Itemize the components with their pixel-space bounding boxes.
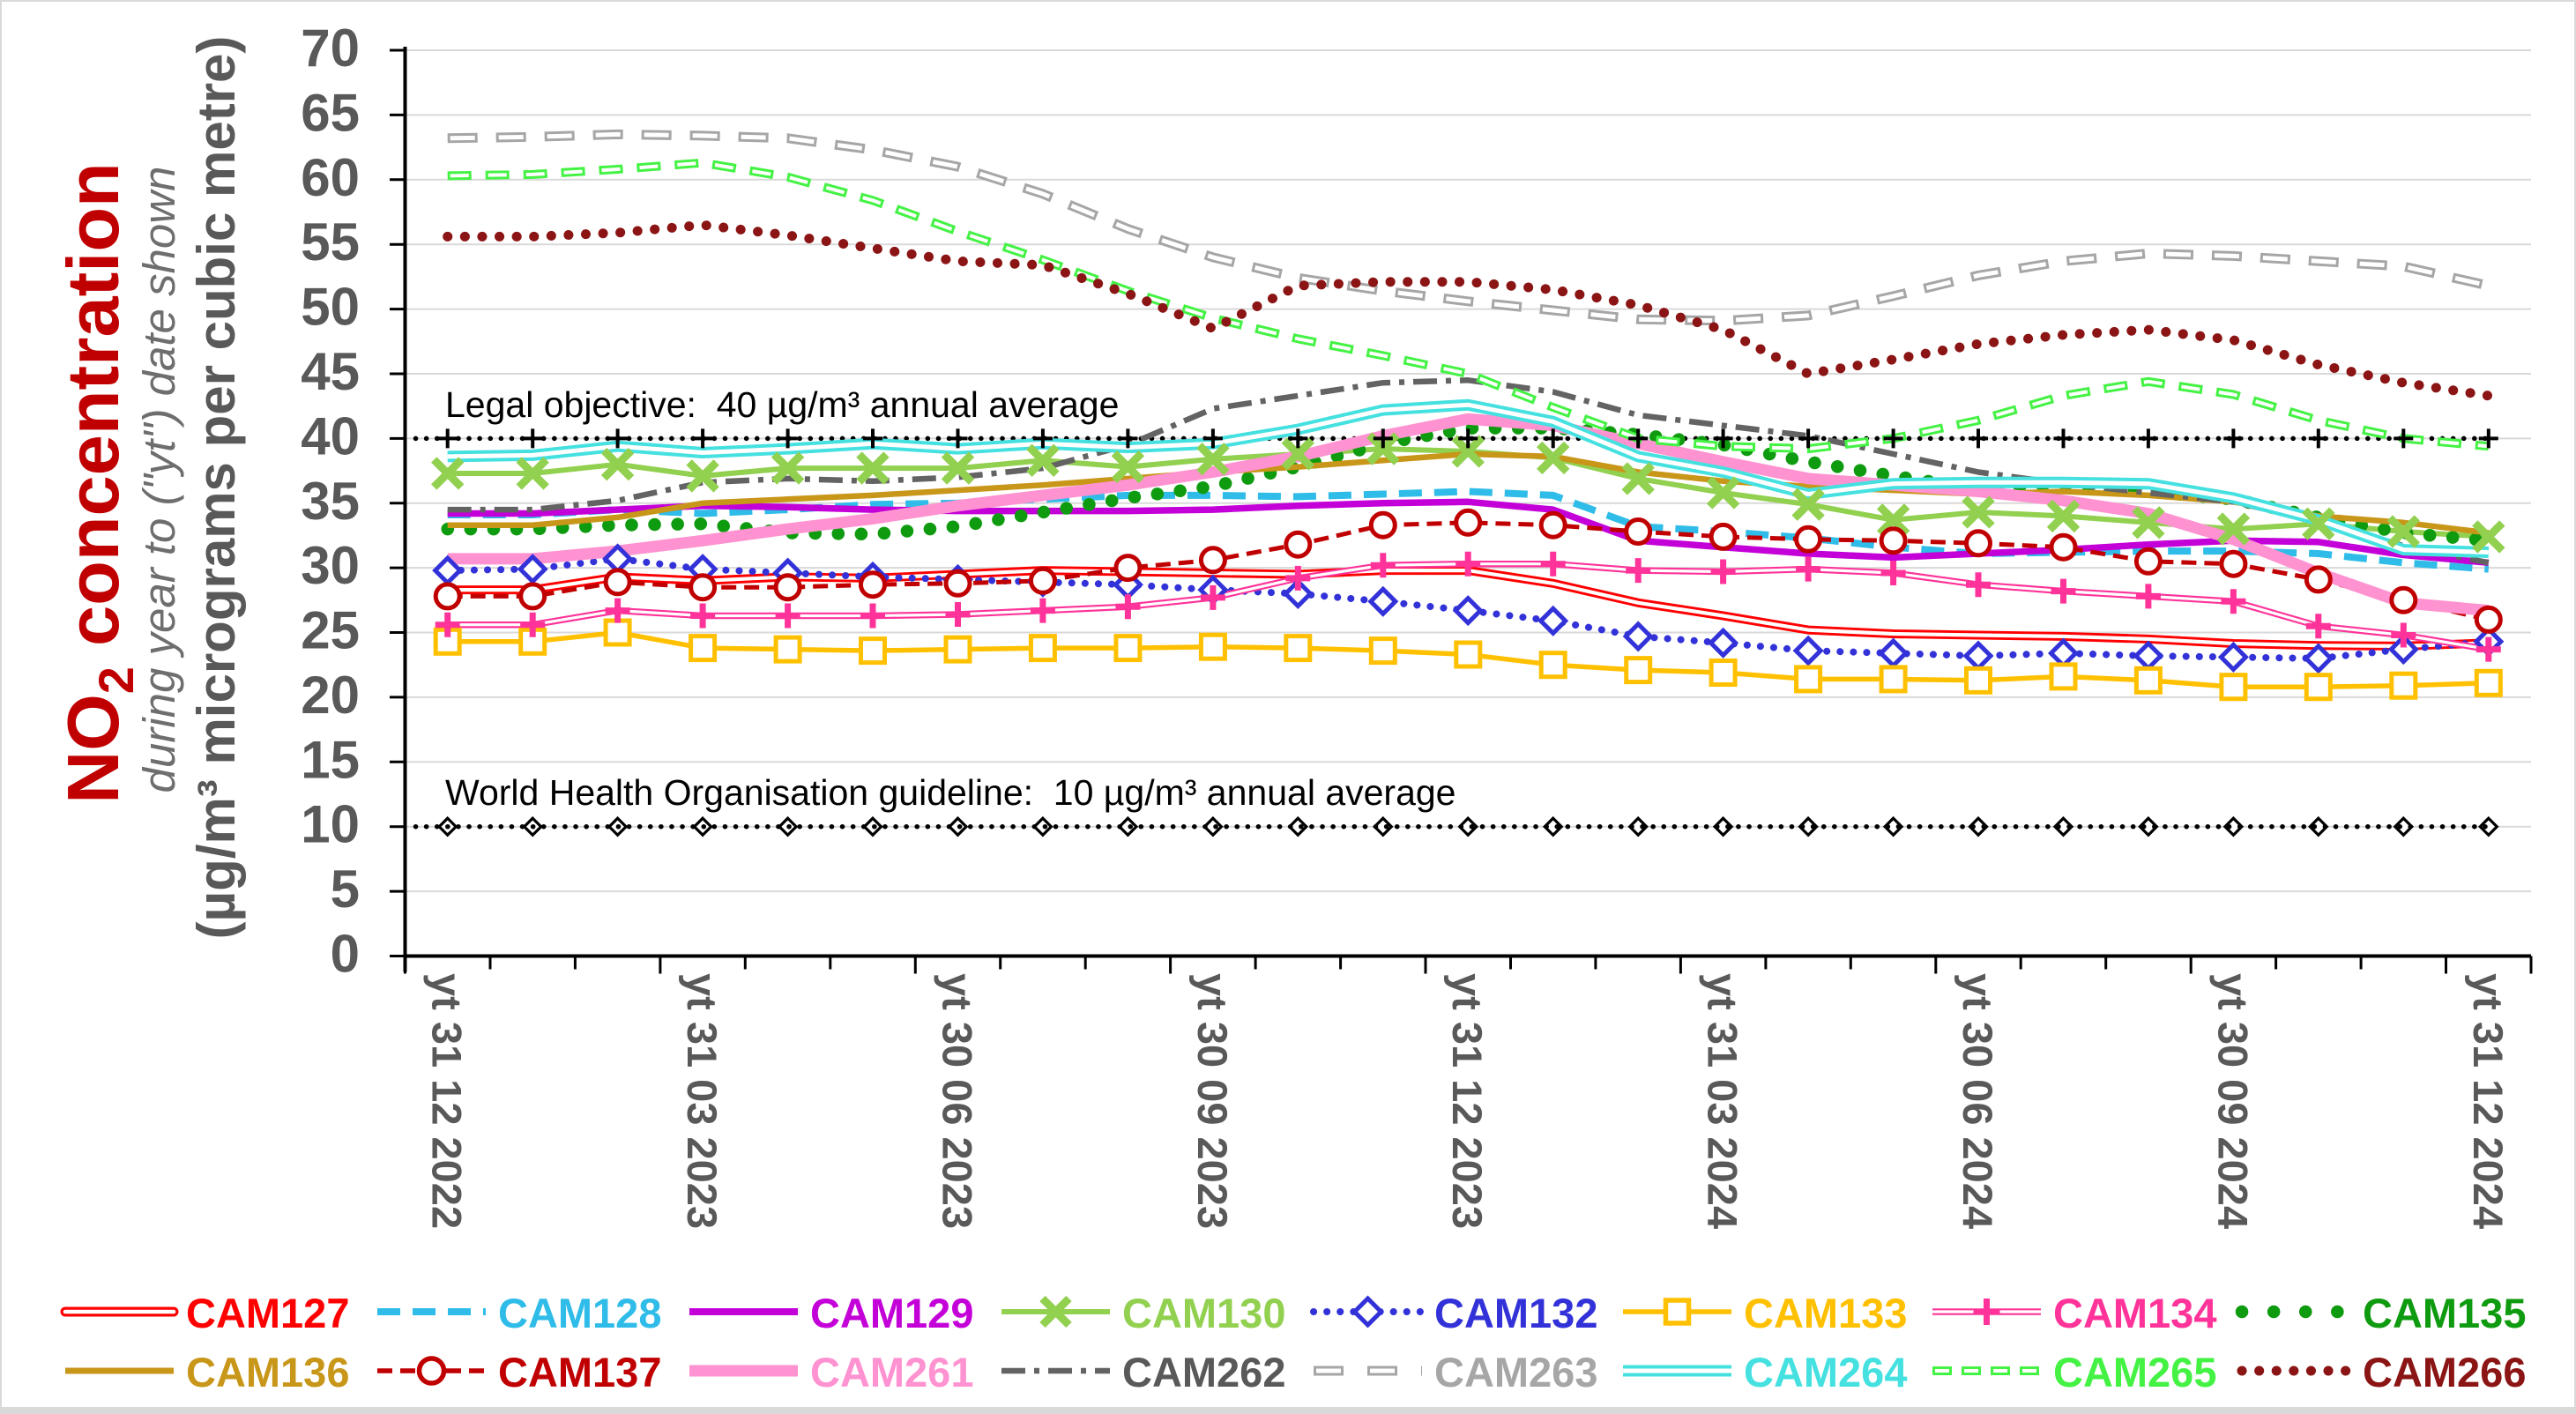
svg-text:CAM136: CAM136 [186,1349,349,1395]
svg-text:yt 31 03 2024: yt 31 03 2024 [1700,973,1746,1229]
svg-text:CAM132: CAM132 [1434,1290,1597,1336]
svg-text:CAM264: CAM264 [1744,1349,1907,1395]
svg-text:CAM263: CAM263 [1434,1349,1597,1395]
svg-text:CAM133: CAM133 [1744,1290,1907,1336]
svg-text:CAM266: CAM266 [2363,1349,2526,1395]
svg-text:CAM265: CAM265 [2053,1349,2216,1395]
svg-text:CAM135: CAM135 [2363,1290,2526,1336]
svg-text:yt 31 12 2023: yt 31 12 2023 [1444,973,1491,1229]
svg-text:CAM137: CAM137 [498,1349,661,1395]
svg-text:20: 20 [301,666,360,725]
svg-text:yt 31 12 2022: yt 31 12 2022 [424,973,471,1229]
svg-text:yt 30 06 2023: yt 30 06 2023 [934,973,981,1229]
svg-text:yt 30 09 2024: yt 30 09 2024 [2209,973,2256,1229]
svg-text:NO2 concentration: NO2 concentration [52,162,144,804]
svg-text:70: 70 [301,19,360,78]
svg-text:CAM262: CAM262 [1122,1349,1285,1395]
svg-text:30: 30 [301,536,360,595]
svg-text:(µg/m³ micrograms per cubic me: (µg/m³ micrograms per cubic metre) [187,36,246,940]
svg-text:CAM128: CAM128 [498,1290,661,1336]
svg-text:during year to ("yt") date sho: during year to ("yt") date shown [134,167,184,793]
svg-text:yt 30 06 2024: yt 30 06 2024 [1954,973,2001,1229]
svg-text:CAM134: CAM134 [2053,1290,2216,1336]
svg-text:0: 0 [331,925,360,984]
svg-text:CAM261: CAM261 [810,1349,973,1395]
svg-text:50: 50 [301,278,360,337]
svg-text:35: 35 [301,472,360,531]
svg-text:65: 65 [301,83,360,142]
svg-text:40: 40 [301,406,360,465]
svg-text:CAM129: CAM129 [810,1290,973,1336]
svg-text:yt 31 03 2023: yt 31 03 2023 [679,973,726,1229]
svg-text:60: 60 [301,148,360,207]
svg-text:55: 55 [301,212,360,272]
svg-text:Legal objective: 40 µg/m³ ann: Legal objective: 40 µg/m³ annual average [445,384,1119,425]
svg-text:45: 45 [301,342,360,401]
svg-text:CAM127: CAM127 [186,1290,349,1336]
svg-text:5: 5 [331,860,360,919]
svg-text:CAM130: CAM130 [1122,1290,1285,1336]
svg-text:10: 10 [301,795,360,854]
svg-text:15: 15 [301,730,360,789]
svg-text:yt 30 09 2023: yt 30 09 2023 [1189,973,1236,1229]
svg-text:World Health Organisation guid: World Health Organisation guideline: 10 … [445,772,1456,813]
svg-text:25: 25 [301,601,360,660]
svg-text:yt 31 12 2024: yt 31 12 2024 [2465,973,2512,1229]
